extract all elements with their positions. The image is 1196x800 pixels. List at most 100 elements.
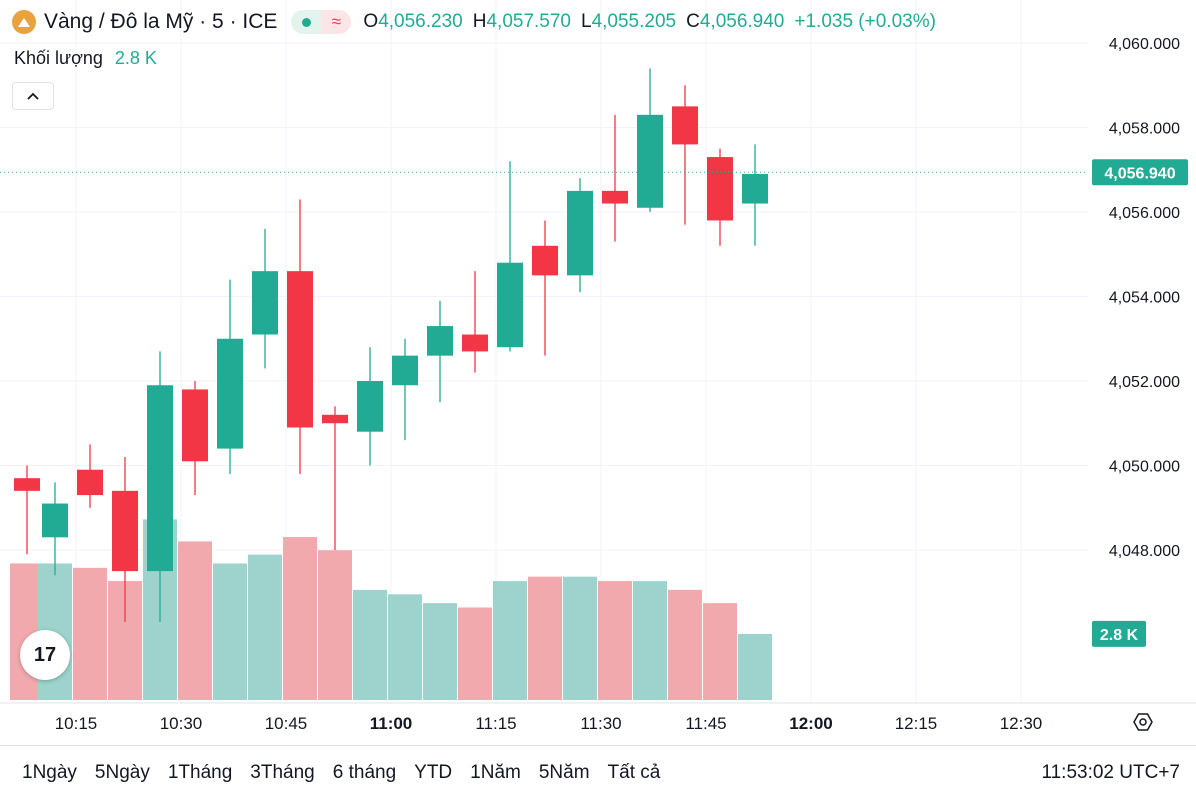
- change-value: +1.035 (+0.03%): [794, 11, 936, 32]
- candle[interactable]: [287, 199, 313, 474]
- range-button[interactable]: YTD: [414, 762, 453, 783]
- candle-body: [392, 355, 418, 386]
- last-volume-label: 2.8 K: [1100, 627, 1139, 644]
- time-tick-label: 11:15: [475, 714, 516, 733]
- candle-body: [147, 385, 173, 572]
- time-tick-label: 10:15: [55, 714, 98, 733]
- time-tick-label: 11:00: [370, 714, 413, 733]
- candle-body: [42, 503, 68, 538]
- volume-bar: [493, 581, 527, 700]
- legend-header: Vàng / Đô la Mỹ · 5 · ICE ≈ O 4,056.230 …: [12, 8, 936, 36]
- candle[interactable]: [182, 381, 208, 496]
- candle[interactable]: [427, 300, 453, 403]
- volume-bar: [248, 554, 282, 700]
- volume-bar: [423, 603, 457, 700]
- candle-body: [112, 490, 138, 572]
- price-tick-label: 4,058.000: [1109, 121, 1180, 138]
- candle[interactable]: [77, 444, 103, 508]
- tradingview-logo[interactable]: 17: [20, 630, 70, 680]
- time-tick-label: 11:45: [685, 714, 726, 733]
- candle[interactable]: [392, 338, 418, 441]
- range-button[interactable]: 6 tháng: [332, 762, 397, 783]
- price-tick-label: 4,060.000: [1109, 36, 1180, 53]
- price-tick-label: 4,056.000: [1109, 205, 1180, 222]
- last-price-label: 4,056.940: [1104, 165, 1175, 182]
- price-markers: 4,056.940 2.8 K: [0, 159, 1188, 647]
- settings-icon[interactable]: [1133, 713, 1153, 731]
- low-value: 4,055.205: [591, 11, 677, 32]
- candle[interactable]: [602, 114, 628, 242]
- volume-bar: [668, 589, 702, 700]
- symbol-title[interactable]: Vàng / Đô la Mỹ · 5 · ICE: [44, 10, 278, 33]
- volume-bar: [528, 576, 562, 700]
- volume-bar: [563, 576, 597, 700]
- open-label: O: [363, 11, 379, 32]
- candle[interactable]: [217, 279, 243, 474]
- time-tick-label: 12:00: [789, 714, 832, 733]
- candle[interactable]: [742, 144, 768, 246]
- candle[interactable]: [112, 457, 138, 622]
- time-tick-label: 10:45: [265, 714, 308, 733]
- candle-body: [707, 157, 733, 221]
- candle[interactable]: [357, 347, 383, 466]
- range-button[interactable]: Tất cả: [607, 762, 661, 783]
- candle[interactable]: [497, 161, 523, 352]
- collapse-legend-button[interactable]: [12, 82, 54, 110]
- tradingview-logo-text: 17: [33, 643, 57, 666]
- volume-bar: [598, 581, 632, 700]
- market-status[interactable]: ≈: [291, 10, 352, 34]
- candle[interactable]: [637, 68, 663, 212]
- gold-icon: [12, 10, 36, 34]
- range-button[interactable]: 5Năm: [538, 762, 590, 783]
- candle-body: [462, 334, 488, 352]
- candle[interactable]: [322, 406, 348, 550]
- candle-body: [287, 271, 313, 428]
- candle-body: [427, 326, 453, 356]
- candle[interactable]: [42, 482, 68, 576]
- candle-body: [322, 414, 348, 424]
- low-label: L: [581, 11, 592, 32]
- chart-canvas[interactable]: 4,048.0004,050.0004,052.0004,054.0004,05…: [0, 0, 1196, 745]
- time-tick-label: 12:30: [1000, 714, 1043, 733]
- price-tick-label: 4,052.000: [1109, 374, 1180, 391]
- candle[interactable]: [567, 178, 593, 293]
- price-tick-label: 4,050.000: [1109, 459, 1180, 476]
- range-button[interactable]: 1Năm: [470, 762, 521, 783]
- price-tick-label: 4,048.000: [1109, 543, 1180, 560]
- ohlc-values: O 4,056.230 H 4,057.570 L 4,055.205 C 4,…: [363, 11, 936, 33]
- candle[interactable]: [532, 220, 558, 356]
- volume-bar: [283, 537, 317, 700]
- chevron-up-icon: [27, 92, 39, 100]
- candle-body: [497, 262, 523, 348]
- time-tick-label: 12:15: [895, 714, 938, 733]
- range-button[interactable]: 5Ngày: [94, 762, 150, 783]
- candle-body: [252, 271, 278, 335]
- candle[interactable]: [462, 271, 488, 373]
- candle-body: [357, 381, 383, 432]
- settings-icon-center: [1139, 718, 1147, 726]
- last-price-badge: [1092, 159, 1188, 186]
- candles: [14, 68, 768, 622]
- candle-body: [742, 173, 768, 204]
- candle-body: [602, 190, 628, 204]
- bottom-toolbar: 1Ngày 5Ngày 1Tháng 3Tháng 6 tháng YTD 1Năm 5Năm…: [0, 745, 1196, 800]
- clock: 11:53:02 UTC+7: [1041, 762, 1180, 783]
- settings-icon-hexagon: [1133, 713, 1153, 731]
- candle-body: [672, 106, 698, 145]
- range-button[interactable]: 1Tháng: [167, 762, 233, 783]
- candle[interactable]: [672, 85, 698, 225]
- range-button[interactable]: 3Tháng: [250, 762, 315, 783]
- price-axis: 4,048.000 4,050.000 4,052.000 4,054.000 4,05…: [1088, 0, 1196, 703]
- volume-bar: [738, 633, 772, 700]
- high-label: H: [472, 11, 487, 32]
- candle[interactable]: [252, 228, 278, 369]
- close-label: C: [686, 11, 700, 32]
- candle[interactable]: [707, 148, 733, 246]
- candle[interactable]: [14, 465, 40, 555]
- volume-bar: [353, 589, 387, 700]
- delayed-data-icon: ≈: [321, 10, 352, 34]
- volume-bar: [458, 607, 492, 700]
- candle[interactable]: [147, 351, 173, 622]
- candle-body: [532, 245, 558, 276]
- range-button[interactable]: 1Ngày: [22, 762, 77, 783]
